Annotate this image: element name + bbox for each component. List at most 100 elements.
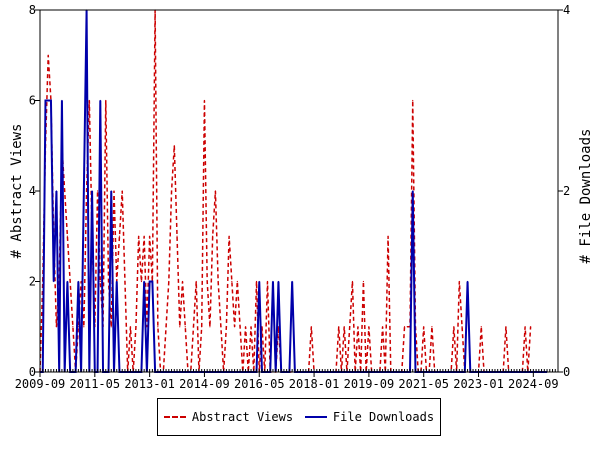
legend-swatch-abstract-views [163,416,186,418]
data-point-0-111 [343,326,345,328]
data-point-1-2 [44,99,47,102]
data-point-0-46 [165,326,167,328]
y-axis-right-label: # File Downloads [578,129,594,264]
data-point-1-85 [272,280,274,283]
data-point-1-28 [116,280,118,283]
data-point-0-25 [107,280,110,283]
data-point-0-35 [135,326,137,328]
data-point-0-39 [146,326,148,328]
data-point-0-43 [157,326,159,328]
data-point-1-6 [55,190,58,192]
data-point-0-15 [80,280,82,283]
data-point-0-75 [244,326,247,328]
data-point-0-49 [173,145,175,147]
data-point-0-29 [118,235,121,237]
y-axis-left-label: # Abstract Views [9,124,25,259]
data-point-0-63 [212,235,214,237]
data-point-0-37 [140,280,143,283]
data-point-0-134 [406,326,408,328]
data-point-0-109 [338,326,340,328]
data-point-0-47 [168,280,170,283]
data-point-1-8 [61,99,63,102]
x-axis: 2009-09 2011-05 2013-01 2014-09 2016-05 2018-… [15,369,559,391]
data-point-0-153 [458,280,460,283]
data-point-1-40 [149,280,151,283]
data-point-0-6 [55,326,58,328]
x-tick-label-0: 2009-09 [15,377,66,391]
data-point-0-161 [480,326,482,328]
legend-item-file-downloads: File Downloads [304,410,435,424]
data-point-0-114 [351,280,354,283]
data-point-0-36 [138,235,140,237]
data-point-1-10 [66,280,69,283]
data-point-0-133 [403,326,406,328]
data-point-0-57 [195,280,197,283]
data-point-1-87 [277,280,280,283]
y-left-tick-label-3: 6 [29,94,36,108]
data-point-0-11 [69,280,71,283]
data-point-0-48 [170,190,173,192]
data-point-0-125 [381,326,384,328]
y-left-tick-label-1: 2 [29,275,36,289]
data-point-0-59 [201,326,203,328]
data-point-1-136 [412,190,414,192]
x-tick-label-1: 2011-05 [70,377,121,391]
y-right-tick-label-2: 4 [563,3,570,17]
data-point-0-143 [431,326,433,328]
data-point-0-38 [143,235,145,237]
data-point-0-83 [266,280,269,283]
data-point-0-127 [387,235,389,237]
data-point-0-9 [64,190,66,192]
data-point-0-116 [357,326,359,328]
x-tick-label-3: 2014-09 [179,377,230,391]
y-left-tick-label-0: 0 [29,365,36,379]
data-point-1-41 [151,280,153,283]
data-point-0-87 [277,326,280,328]
data-point-0-151 [453,326,455,328]
data-point-1-80 [258,280,260,283]
data-point-0-177 [524,326,526,328]
data-point-0-53 [184,326,186,328]
data-point-0-72 [236,280,238,283]
x-tick-label-9: 2024-09 [508,377,559,391]
data-point-0-118 [362,280,365,283]
data-point-0-21 [96,190,99,192]
data-point-0-69 [228,235,230,237]
data-point-0-10 [66,235,69,237]
data-point-0-154 [461,326,463,328]
x-tick-label-8: 2023-01 [453,377,504,391]
data-point-1-19 [91,190,93,192]
data-point-0-31 [124,280,126,283]
legend-label-file-downloads: File Downloads [332,410,435,424]
series-line-file-downloads [40,9,548,373]
data-point-0-170 [505,326,507,328]
data-point-0-66 [220,326,222,328]
data-point-0-120 [368,326,370,328]
data-point-0-71 [233,326,236,328]
x-tick-label-6: 2019-09 [344,377,395,391]
data-point-0-56 [192,326,195,328]
series-layer [39,9,548,373]
data-point-0-61 [206,280,208,283]
data-point-0-140 [423,326,425,328]
x-tick-label-7: 2021-05 [398,377,449,391]
y-axis-right: 0 2 4 [558,3,570,379]
x-tick-label-4: 2016-05 [234,377,285,391]
data-point-1-22 [99,99,101,102]
data-point-0-3 [47,54,49,56]
y-right-tick-label-0: 0 [563,365,570,379]
data-point-0-18 [88,99,90,102]
legend-swatch-file-downloads [304,416,327,418]
legend-label-abstract-views: Abstract Views [191,410,294,424]
data-point-0-68 [225,326,227,328]
data-point-0-30 [121,190,123,192]
data-point-1-16 [83,190,85,192]
y-left-tick-label-4: 8 [29,3,36,17]
data-point-0-51 [179,326,181,328]
data-point-0-99 [310,326,312,328]
data-point-0-60 [203,99,206,102]
data-point-0-52 [181,280,184,283]
legend: Abstract Views File Downloads [157,398,441,436]
x-tick-label-2: 2013-01 [124,377,175,391]
